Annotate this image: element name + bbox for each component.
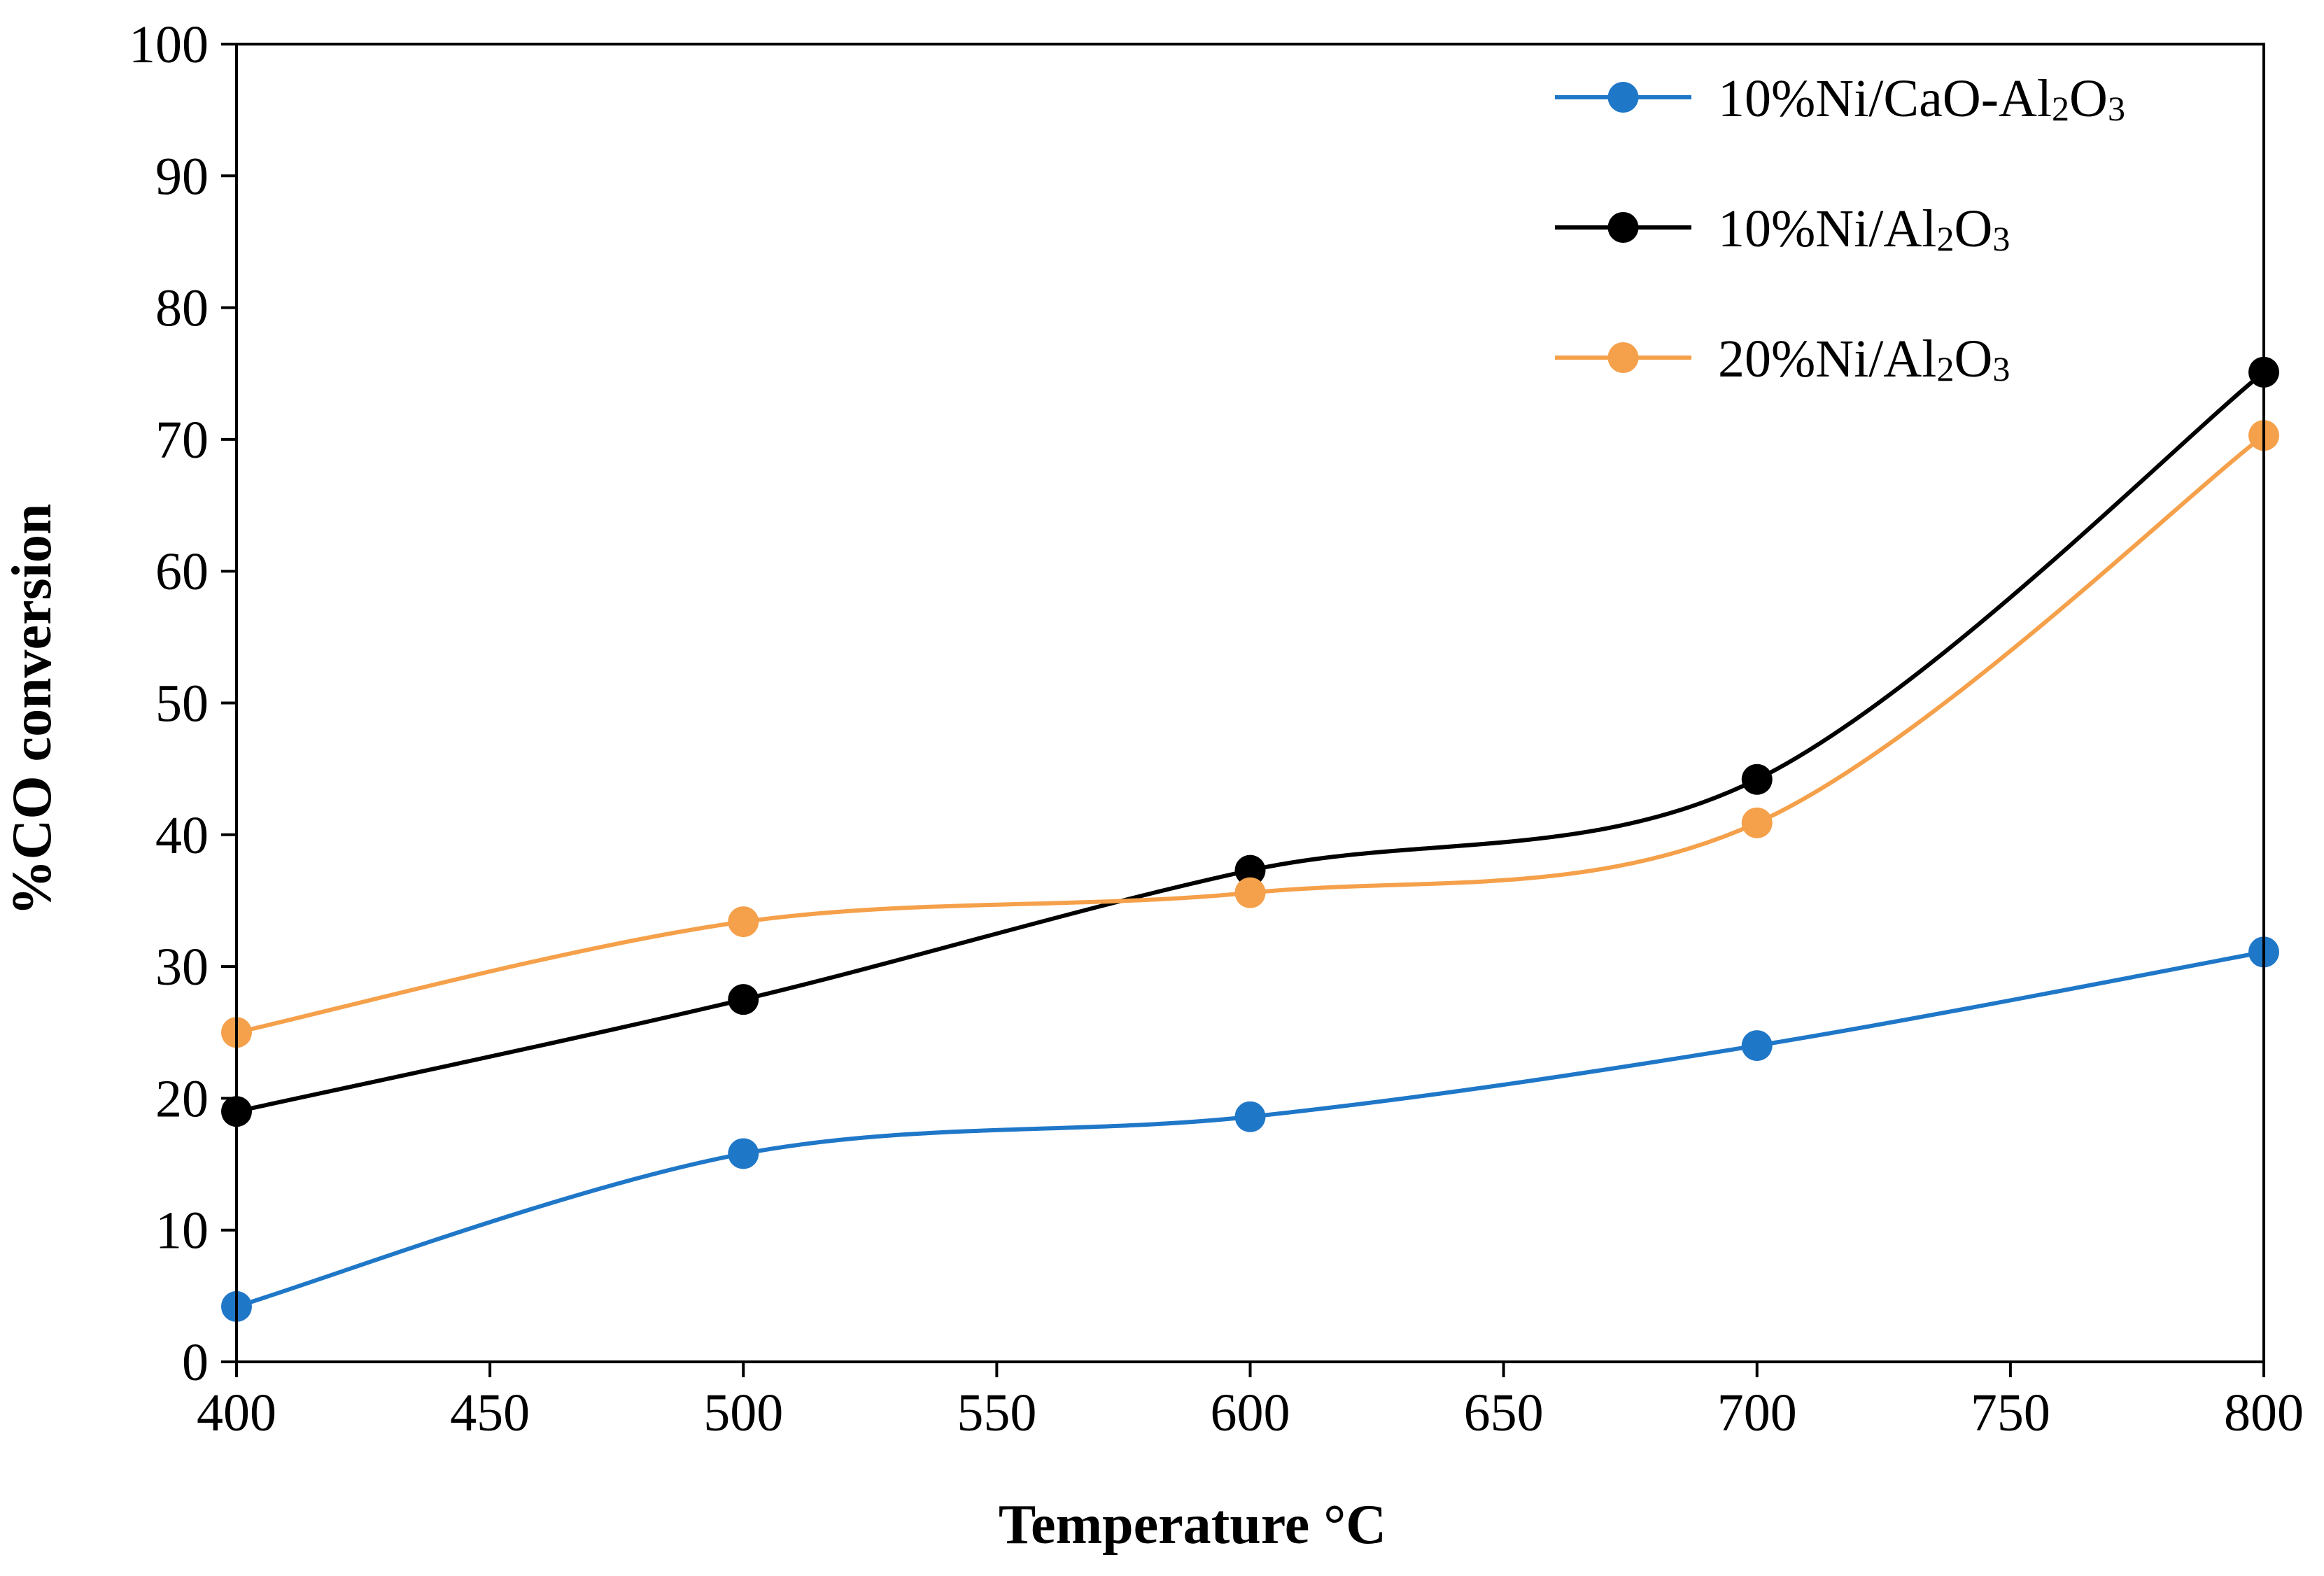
data-point xyxy=(1741,1030,1773,1062)
series-line xyxy=(236,433,2265,1035)
y-tick-label: 10 xyxy=(155,1202,209,1260)
legend: 10%Ni/CaO-Al2O3 10%Ni/Al2O3 20%Ni/Al2O3 xyxy=(1555,69,2125,388)
x-tick-label: 650 xyxy=(1464,1384,1544,1442)
x-tick-label: 800 xyxy=(2224,1384,2304,1442)
legend-label: 10%Ni/CaO-Al2O3 xyxy=(1718,69,2125,128)
legend-marker xyxy=(1607,212,1639,243)
y-tick-label: 70 xyxy=(155,411,209,470)
x-tick-label: 400 xyxy=(197,1384,276,1442)
data-point xyxy=(728,984,759,1015)
data-point xyxy=(1741,764,1773,795)
y-tick-label: 90 xyxy=(155,147,209,206)
series-line xyxy=(236,370,2265,1114)
x-tick-label: 750 xyxy=(1971,1384,2050,1442)
legend-marker xyxy=(1607,82,1639,113)
x-tick-label: 600 xyxy=(1211,1384,1290,1442)
data-point xyxy=(728,1138,759,1169)
x-tick-label: 550 xyxy=(957,1384,1036,1442)
y-tick-label: 20 xyxy=(155,1069,209,1128)
axes-layer: 0 10 20 30 40 50 60 70 80 90 100 400 450 500 550 600 650… xyxy=(129,15,2304,1442)
x-axis-title: Temperature °C xyxy=(999,1494,1386,1556)
x-tick-label: 450 xyxy=(450,1384,530,1442)
data-point xyxy=(1741,807,1773,838)
legend-label: 20%Ni/Al2O3 xyxy=(1718,330,2010,388)
series-1 xyxy=(221,936,2279,1322)
y-tick-label: 100 xyxy=(129,15,209,74)
y-tick-label: 0 xyxy=(182,1333,209,1392)
x-tick-label: 500 xyxy=(703,1384,783,1442)
y-tick-label: 60 xyxy=(155,542,209,601)
data-point xyxy=(1234,1101,1266,1132)
data-point xyxy=(1234,877,1266,908)
y-tick-label: 40 xyxy=(155,806,209,865)
legend-marker xyxy=(1607,342,1639,373)
data-point xyxy=(1234,854,1266,886)
y-tick-label: 30 xyxy=(155,938,209,997)
legend-label: 10%Ni/Al2O3 xyxy=(1718,199,2010,258)
x-tick-label: 700 xyxy=(1717,1384,1797,1442)
series-3 xyxy=(221,420,2279,1048)
y-axis-title: %CO conversion xyxy=(1,504,63,916)
series-2 xyxy=(221,356,2279,1127)
y-tick-label: 80 xyxy=(155,279,209,338)
y-tick-label: 50 xyxy=(155,675,209,733)
data-point xyxy=(728,906,759,938)
series-layer xyxy=(221,356,2279,1322)
